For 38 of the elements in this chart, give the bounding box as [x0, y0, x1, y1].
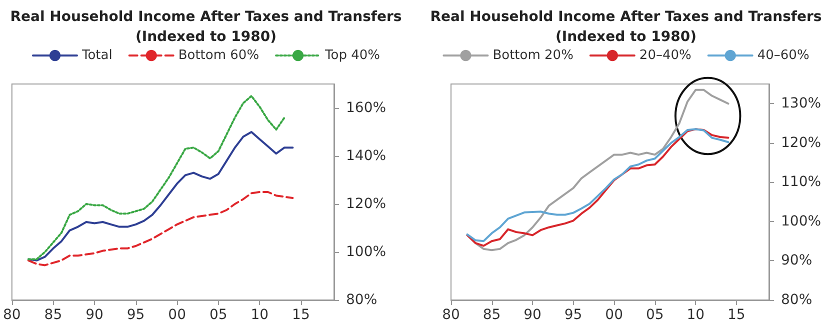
x-tick-label: 00 — [605, 307, 623, 323]
x-tick-label: 85 — [44, 307, 62, 323]
x-tick-label: 90 — [86, 307, 104, 323]
legend-label: 40–60% — [757, 48, 810, 63]
y-tick-label: 130% — [781, 96, 822, 112]
y-tick-label: 120% — [781, 134, 822, 151]
line-series — [27, 95, 286, 260]
x-tick-label: 15 — [292, 307, 310, 323]
legend-label: 20–40% — [639, 48, 692, 63]
x-tick-label: 10 — [686, 307, 705, 323]
legend-label: Top 40% — [324, 48, 380, 63]
y-tick-label: 160% — [346, 100, 386, 116]
x-tick-label: 90 — [524, 307, 542, 323]
x-tick-label: 05 — [646, 307, 664, 323]
x-tick-label: 95 — [126, 307, 145, 323]
y-tick-label: 90% — [781, 252, 812, 269]
x-tick-label: 80 — [2, 307, 21, 323]
y-tick-label: 100% — [346, 244, 386, 260]
y-tick-label: 100% — [781, 213, 822, 230]
line-series — [27, 131, 294, 262]
x-tick-label: 05 — [209, 307, 228, 323]
x-tick-label: 00 — [168, 307, 186, 323]
chart-title: Real Household Income After Taxes and Transfers (Indexed to 1980) — [10, 9, 402, 45]
y-tick-label: 80% — [781, 292, 812, 308]
x-tick-label: 15 — [727, 307, 746, 323]
x-tick-label: 95 — [564, 307, 582, 323]
y-tick-label: 120% — [346, 196, 386, 212]
y-tick-label: 110% — [781, 174, 822, 190]
legend-label: Bottom 60% — [178, 48, 260, 63]
x-tick-label: 80 — [442, 307, 460, 323]
legend-label: Bottom 20% — [492, 48, 574, 63]
x-tick-label: 85 — [482, 307, 501, 323]
chart-title: Real Household Income After Taxes and Transfers (Indexed to 1980) — [430, 9, 822, 45]
x-tick-label: 10 — [250, 307, 269, 323]
legend-label: Total — [80, 48, 112, 63]
y-tick-label: 80% — [346, 292, 378, 308]
y-tick-label: 140% — [346, 148, 386, 164]
line-series — [27, 191, 294, 266]
